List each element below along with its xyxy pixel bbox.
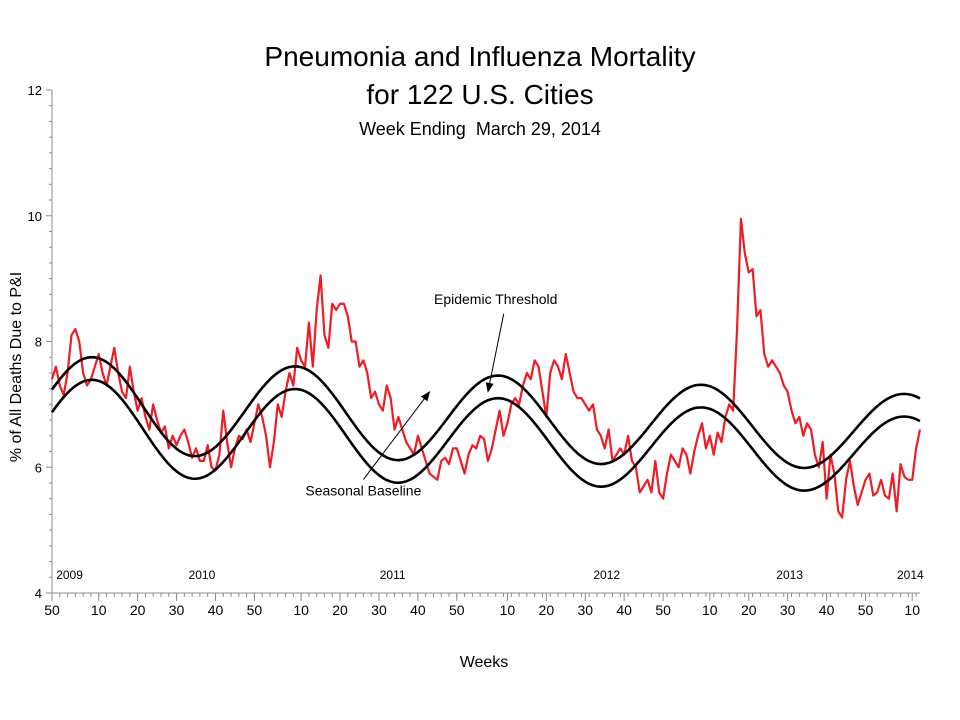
y-tick-label: 10 [28,209,42,224]
year-label: 2009 [56,568,83,582]
observed-pi-series-line [50,217,922,519]
chart-subtitle: Week Ending March 29, 2014 [359,119,601,139]
x-tick-label: 30 [169,602,185,618]
year-label: 2013 [776,568,803,582]
y-tick-label: 12 [28,83,42,98]
x-tick-label: 10 [91,602,107,618]
year-label: 2010 [189,568,216,582]
x-tick-label: 10 [293,602,309,618]
x-tick-label: 30 [780,602,796,618]
epidemic-threshold-annotation: Epidemic Threshold [434,291,557,307]
chart-title-line-2: for 122 U.S. Cities [366,79,593,110]
seasonal-baseline-annotation: Seasonal Baseline [305,483,421,499]
x-tick-label: 50 [449,602,465,618]
x-tick-label: 50 [655,602,671,618]
x-tick-label: 40 [208,602,224,618]
y-tick-label: 8 [35,335,42,350]
year-label: 2014 [897,568,924,582]
x-tick-label: 50 [858,602,874,618]
x-tick-label: 20 [741,602,757,618]
seasonal-baseline-line [50,378,921,492]
x-tick-label: 20 [539,602,555,618]
seasonal-baseline-arrow [362,391,431,480]
x-tick-label: 20 [332,602,348,618]
x-tick-label: 10 [702,602,718,618]
year-label: 2011 [380,568,406,582]
epidemic-threshold-arrow [485,313,505,393]
y-axis-label: % of All Deaths Due to P&I [8,272,25,462]
y-tick-label: 6 [35,460,42,475]
x-tick-label: 50 [247,602,263,618]
x-tick-label: 10 [904,602,920,618]
x-tick-label: 30 [577,602,593,618]
x-tick-label: 30 [371,602,387,618]
x-tick-label: 40 [616,602,632,618]
x-tick-label: 40 [819,602,835,618]
year-label: 2012 [593,568,620,582]
plot-area: 4 6 8 10 12 50 10 20 30 40 50 10 20 30 40 50 10 20 30 40 50 1… [28,83,924,618]
y-tick-label: 4 [35,586,42,601]
x-axis-label: Weeks [460,654,509,671]
x-tick-label: 20 [130,602,146,618]
epidemic-threshold-line [50,355,921,470]
x-tick-label: 10 [500,602,516,618]
x-tick-label: 40 [410,602,426,618]
x-tick-label: 50 [44,602,60,618]
chart-title-line-1: Pneumonia and Influenza Mortality [264,41,695,72]
